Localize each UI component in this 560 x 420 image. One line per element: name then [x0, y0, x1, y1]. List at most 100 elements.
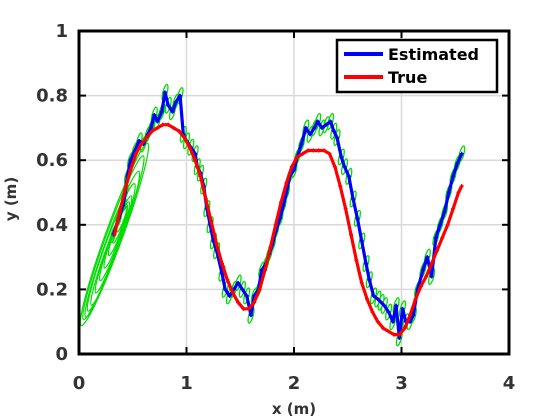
- data-point-true: [322, 148, 327, 153]
- data-point-estimated: [386, 310, 391, 315]
- data-point-estimated: [438, 222, 443, 227]
- data-point-true: [112, 232, 117, 237]
- y-tick-label: 0.8: [36, 86, 68, 107]
- plot-area: [79, 83, 466, 347]
- data-point-estimated: [328, 119, 333, 124]
- data-point-true: [424, 274, 429, 279]
- data-point-true: [214, 242, 219, 247]
- point-ellipse: [345, 167, 353, 185]
- data-point-estimated: [227, 293, 232, 298]
- data-point-true: [182, 135, 187, 140]
- data-point-estimated: [455, 161, 460, 166]
- data-point-true: [386, 329, 391, 334]
- ticks: [78, 30, 510, 355]
- data-point-true: [241, 306, 246, 311]
- data-point-estimated: [308, 132, 313, 137]
- data-point-true: [209, 219, 214, 224]
- data-point-true: [176, 129, 181, 134]
- data-point-true: [295, 154, 300, 159]
- data-point-true: [203, 196, 208, 201]
- y-tick-label: 0.6: [36, 150, 68, 171]
- x-tick-label: 4: [503, 373, 516, 394]
- point-ellipse: [322, 116, 330, 134]
- data-point-estimated: [173, 100, 178, 105]
- data-point-estimated: [240, 287, 245, 292]
- point-ellipse: [176, 87, 184, 105]
- data-point-true: [391, 332, 396, 337]
- x-tick-label: 1: [180, 373, 193, 394]
- point-ellipse: [340, 158, 349, 176]
- data-point-true: [236, 300, 241, 305]
- data-point-true: [440, 235, 445, 240]
- data-point-estimated: [346, 174, 351, 179]
- data-point-estimated: [319, 125, 324, 130]
- data-point-estimated: [335, 135, 339, 140]
- data-point-true: [408, 313, 413, 318]
- data-point-estimated: [331, 129, 336, 134]
- data-point-true: [225, 277, 230, 282]
- data-point-estimated: [249, 313, 253, 318]
- data-point-true: [187, 145, 192, 150]
- y-tick-label: 0.4: [36, 215, 68, 236]
- data-point-estimated: [170, 109, 175, 114]
- data-point-estimated: [359, 238, 364, 243]
- x-tick-label: 0: [73, 373, 86, 394]
- data-point-true: [268, 245, 273, 250]
- data-point-true: [305, 148, 310, 153]
- data-point-estimated: [425, 255, 430, 260]
- data-point-estimated: [315, 119, 320, 124]
- data-point-estimated: [379, 300, 384, 305]
- data-point-true: [133, 151, 138, 156]
- data-point-true: [198, 174, 203, 179]
- data-point-estimated: [375, 297, 380, 302]
- data-point-true: [230, 290, 235, 295]
- data-point-estimated: [351, 196, 356, 201]
- data-point-estimated: [292, 167, 296, 172]
- data-point-true: [429, 261, 434, 266]
- data-point-estimated: [236, 280, 241, 285]
- data-point-true: [375, 319, 380, 324]
- data-point-true: [289, 164, 294, 169]
- data-point-estimated: [382, 303, 387, 308]
- y-tick-label: 1: [55, 21, 68, 42]
- data-point-true: [316, 148, 321, 153]
- point-ellipse: [362, 255, 370, 273]
- data-point-estimated: [400, 306, 405, 311]
- data-point-true: [343, 206, 348, 211]
- x-tick-label: 2: [288, 373, 301, 394]
- data-point-estimated: [223, 287, 228, 292]
- data-point-estimated: [178, 93, 183, 98]
- data-point-true: [348, 232, 353, 237]
- data-point-estimated: [299, 142, 304, 147]
- data-point-true: [155, 125, 160, 130]
- data-point-true: [456, 190, 461, 195]
- data-point-true: [284, 180, 289, 185]
- data-point-true: [166, 122, 171, 127]
- data-point-estimated: [459, 151, 464, 156]
- data-point-true: [445, 222, 450, 227]
- data-point-true: [300, 151, 305, 156]
- data-point-estimated: [451, 174, 456, 179]
- data-point-true: [459, 184, 464, 189]
- data-point-true: [117, 209, 122, 214]
- data-point-true: [193, 158, 198, 163]
- legend-box: [335, 38, 499, 94]
- data-point-true: [365, 297, 370, 302]
- data-point-true: [144, 135, 149, 140]
- data-point-estimated: [442, 209, 447, 214]
- data-point-estimated: [159, 109, 164, 114]
- data-point-true: [279, 200, 284, 205]
- data-point-estimated: [303, 125, 308, 130]
- data-point-true: [160, 122, 165, 127]
- data-point-estimated: [155, 119, 160, 124]
- data-point-true: [451, 206, 456, 211]
- x-axis-label: x (m): [272, 400, 316, 418]
- point-ellipse: [333, 129, 341, 147]
- y-tick-label: 0: [55, 344, 68, 365]
- data-point-estimated: [152, 112, 157, 117]
- data-point-estimated: [339, 154, 344, 159]
- y-axis-label: y (m): [2, 177, 20, 221]
- data-point-estimated: [342, 164, 347, 169]
- data-point-true: [402, 326, 407, 331]
- data-point-estimated: [367, 277, 372, 282]
